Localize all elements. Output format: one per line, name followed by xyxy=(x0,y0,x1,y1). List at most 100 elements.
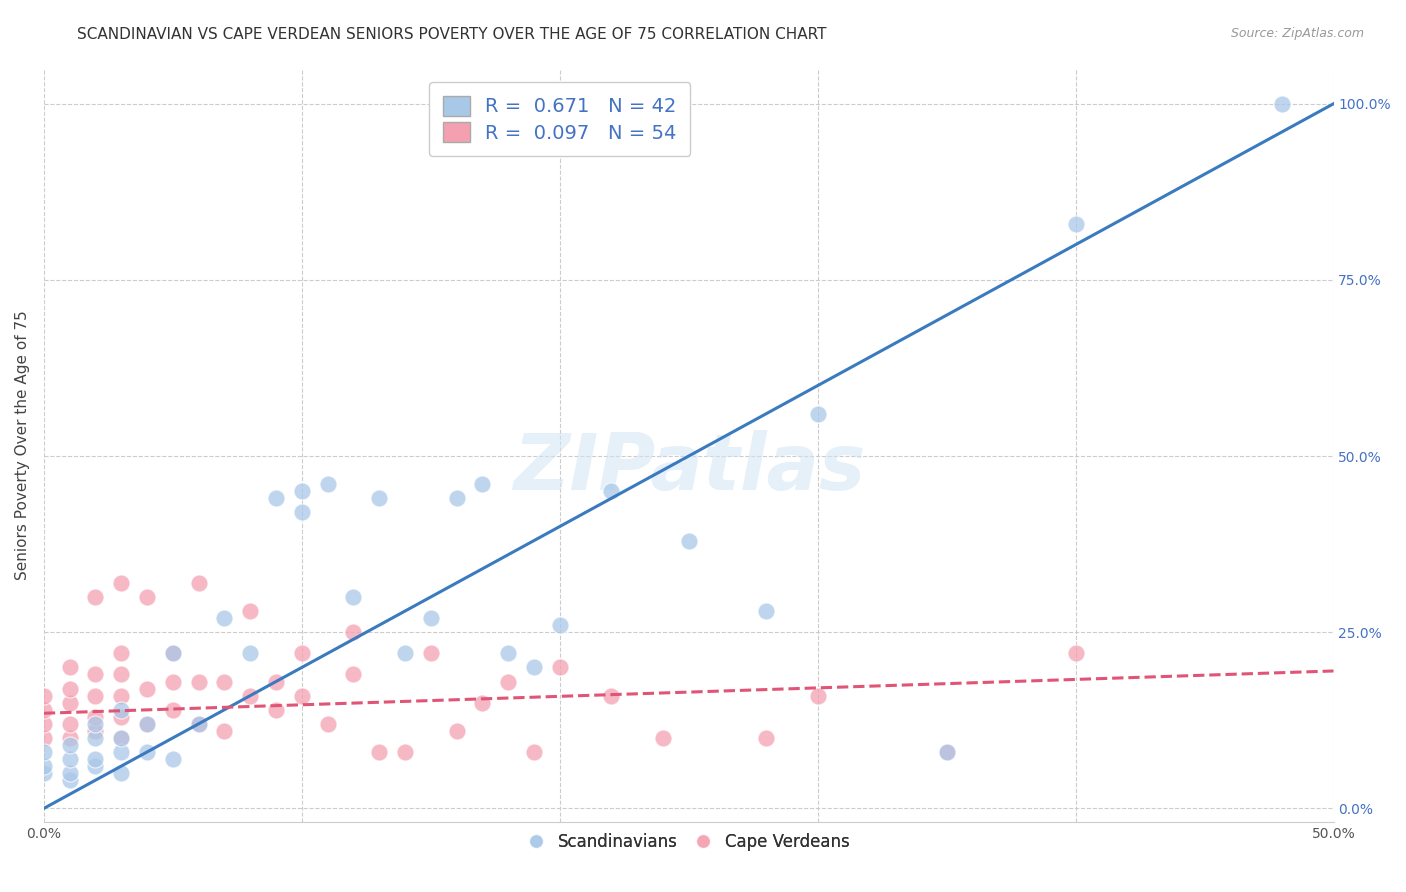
Text: ZIPatlas: ZIPatlas xyxy=(513,430,865,506)
Point xyxy=(32,766,55,780)
Point xyxy=(651,731,673,745)
Point xyxy=(59,731,82,745)
Point xyxy=(523,745,546,759)
Legend: Scandinavians, Cape Verdeans: Scandinavians, Cape Verdeans xyxy=(520,825,858,859)
Point xyxy=(755,604,778,618)
Point xyxy=(110,710,132,724)
Point xyxy=(368,745,391,759)
Point xyxy=(264,703,287,717)
Point xyxy=(446,491,468,506)
Point xyxy=(935,745,957,759)
Point xyxy=(84,710,107,724)
Point xyxy=(471,696,494,710)
Point xyxy=(291,484,314,499)
Point xyxy=(239,646,262,660)
Point xyxy=(291,689,314,703)
Point xyxy=(59,752,82,766)
Point xyxy=(59,681,82,696)
Point xyxy=(496,674,519,689)
Point xyxy=(84,731,107,745)
Text: SCANDINAVIAN VS CAPE VERDEAN SENIORS POVERTY OVER THE AGE OF 75 CORRELATION CHAR: SCANDINAVIAN VS CAPE VERDEAN SENIORS POV… xyxy=(77,27,827,42)
Point xyxy=(239,604,262,618)
Point xyxy=(110,646,132,660)
Point xyxy=(187,575,209,590)
Point xyxy=(342,590,364,604)
Point xyxy=(342,625,364,640)
Point xyxy=(110,766,132,780)
Point xyxy=(32,716,55,731)
Point xyxy=(136,716,159,731)
Text: Source: ZipAtlas.com: Source: ZipAtlas.com xyxy=(1230,27,1364,40)
Point xyxy=(110,575,132,590)
Point xyxy=(110,731,132,745)
Point xyxy=(187,716,209,731)
Point xyxy=(110,745,132,759)
Point xyxy=(59,716,82,731)
Point xyxy=(291,505,314,519)
Point xyxy=(187,674,209,689)
Point xyxy=(807,407,830,421)
Point xyxy=(548,618,571,632)
Point xyxy=(600,484,623,499)
Point xyxy=(32,759,55,773)
Point xyxy=(32,703,55,717)
Point xyxy=(368,491,391,506)
Point xyxy=(84,752,107,766)
Point xyxy=(59,766,82,780)
Point xyxy=(548,660,571,674)
Point xyxy=(419,611,441,625)
Point xyxy=(214,674,236,689)
Point xyxy=(316,477,339,491)
Point xyxy=(678,533,700,548)
Point xyxy=(162,646,184,660)
Point xyxy=(394,745,416,759)
Point xyxy=(600,689,623,703)
Point xyxy=(136,590,159,604)
Point xyxy=(523,660,546,674)
Point xyxy=(214,723,236,738)
Point xyxy=(32,689,55,703)
Point xyxy=(446,723,468,738)
Point xyxy=(187,716,209,731)
Point xyxy=(214,611,236,625)
Point xyxy=(264,491,287,506)
Point xyxy=(59,696,82,710)
Point xyxy=(471,477,494,491)
Point xyxy=(162,674,184,689)
Point xyxy=(84,759,107,773)
Point xyxy=(84,723,107,738)
Point xyxy=(32,745,55,759)
Point xyxy=(291,646,314,660)
Point xyxy=(419,646,441,660)
Point xyxy=(935,745,957,759)
Point xyxy=(84,590,107,604)
Point xyxy=(1271,96,1294,111)
Point xyxy=(1064,217,1087,231)
Point xyxy=(1064,646,1087,660)
Point xyxy=(84,689,107,703)
Point xyxy=(264,674,287,689)
Point xyxy=(110,703,132,717)
Point xyxy=(496,646,519,660)
Point xyxy=(59,773,82,788)
Point xyxy=(239,689,262,703)
Point xyxy=(32,731,55,745)
Point xyxy=(162,646,184,660)
Point xyxy=(110,731,132,745)
Point xyxy=(755,731,778,745)
Point xyxy=(136,716,159,731)
Point xyxy=(59,738,82,752)
Point xyxy=(84,667,107,681)
Point xyxy=(110,689,132,703)
Point xyxy=(316,716,339,731)
Point xyxy=(110,667,132,681)
Point xyxy=(342,667,364,681)
Point xyxy=(59,660,82,674)
Point xyxy=(136,745,159,759)
Point xyxy=(394,646,416,660)
Point xyxy=(162,752,184,766)
Point xyxy=(136,681,159,696)
Point xyxy=(807,689,830,703)
Y-axis label: Seniors Poverty Over the Age of 75: Seniors Poverty Over the Age of 75 xyxy=(15,310,30,581)
Point xyxy=(162,703,184,717)
